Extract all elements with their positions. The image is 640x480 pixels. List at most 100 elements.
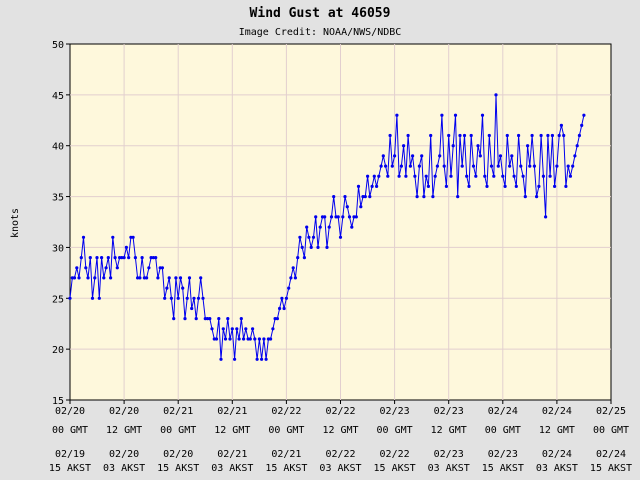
chart-subtitle: Image Credit: NOAA/NWS/NDBC (239, 27, 402, 38)
data-point (158, 266, 162, 270)
x-tick-label-local-date: 02/20 (163, 449, 193, 460)
data-point (90, 296, 95, 300)
x-axis: 02/20 00 GMT 02/19 15 AKST 02/20 12 GMT 02/20 0… (49, 400, 632, 474)
data-point (399, 164, 403, 168)
data-point (131, 235, 135, 239)
data-point (183, 317, 187, 321)
data-point (122, 256, 126, 260)
data-point (431, 195, 435, 199)
data-point (289, 276, 293, 280)
data-point (192, 296, 196, 300)
x-tick-label-gmt-date: 02/21 (217, 406, 247, 417)
data-point (489, 164, 494, 168)
y-axis: 15 20 25 30 35 40 45 50 (52, 40, 70, 407)
data-point (541, 174, 546, 178)
data-point (275, 317, 279, 321)
data-point (345, 205, 349, 209)
data-point (109, 276, 113, 280)
data-point (397, 174, 401, 178)
data-point (156, 276, 160, 280)
data-point (411, 154, 415, 158)
data-point (523, 195, 527, 199)
data-point (75, 266, 79, 270)
data-point (485, 184, 489, 188)
data-point (68, 296, 72, 300)
data-point (79, 256, 83, 260)
data-point (214, 337, 219, 341)
data-point (185, 296, 189, 300)
data-point (233, 357, 237, 361)
x-tick-label-gmt-date: 02/25 (596, 406, 626, 417)
y-tick-label: 40 (52, 142, 64, 153)
data-point (462, 133, 467, 138)
x-tick-label-local-hour: 03 AKST (319, 463, 361, 474)
data-point (136, 276, 140, 280)
data-point (133, 256, 137, 260)
x-tick-label-local-date: 02/24 (596, 449, 626, 460)
data-point (104, 266, 108, 270)
data-point (381, 154, 385, 158)
x-tick-label-local-date: 02/24 (542, 449, 572, 460)
data-point (334, 215, 338, 219)
data-point (145, 276, 149, 280)
data-point (532, 164, 537, 168)
x-tick-label-gmt-date: 02/23 (380, 406, 410, 417)
data-point (483, 174, 487, 178)
data-point (476, 144, 480, 148)
data-point (370, 184, 374, 188)
data-point (456, 195, 460, 199)
data-point (300, 245, 304, 249)
data-point (474, 174, 478, 178)
data-point (494, 93, 498, 97)
x-tick-label-local-hour: 03 AKST (536, 463, 578, 474)
data-point (539, 133, 543, 138)
data-point (264, 357, 268, 361)
data-point (93, 276, 97, 280)
data-point (390, 164, 394, 168)
data-point (503, 184, 507, 188)
data-point (181, 286, 185, 290)
data-point (219, 357, 223, 361)
data-point (160, 266, 164, 270)
data-point (336, 215, 340, 219)
data-point (338, 235, 343, 239)
data-point (287, 286, 291, 290)
data-point (255, 357, 259, 361)
data-point (548, 174, 552, 178)
x-tick-label-gmt-hour: 00 GMT (160, 425, 196, 436)
data-point (115, 266, 119, 270)
data-point (169, 296, 173, 300)
data-point (537, 184, 541, 188)
data-point (429, 133, 433, 138)
data-point (327, 225, 331, 229)
data-point (111, 235, 115, 239)
data-point (140, 256, 144, 260)
data-point (413, 174, 417, 178)
data-point (433, 174, 437, 178)
data-point (580, 123, 584, 127)
data-point (517, 133, 521, 138)
data-point (447, 133, 451, 138)
data-point (341, 215, 345, 219)
data-point (361, 195, 365, 199)
data-point (120, 256, 124, 260)
data-point (546, 133, 550, 138)
data-point (316, 245, 320, 249)
data-point (212, 337, 216, 341)
x-tick-label-local-date: 02/23 (488, 449, 518, 460)
data-point (127, 256, 131, 260)
data-point (435, 164, 439, 168)
data-point (106, 256, 110, 260)
data-point (237, 337, 241, 341)
data-point (318, 225, 322, 229)
data-point (498, 154, 503, 158)
data-point (88, 256, 92, 260)
data-point (251, 327, 255, 331)
data-point (242, 337, 246, 341)
data-point (422, 195, 426, 199)
data-point (70, 276, 74, 280)
data-point (329, 215, 334, 219)
data-point (366, 174, 370, 178)
data-point (244, 327, 248, 331)
